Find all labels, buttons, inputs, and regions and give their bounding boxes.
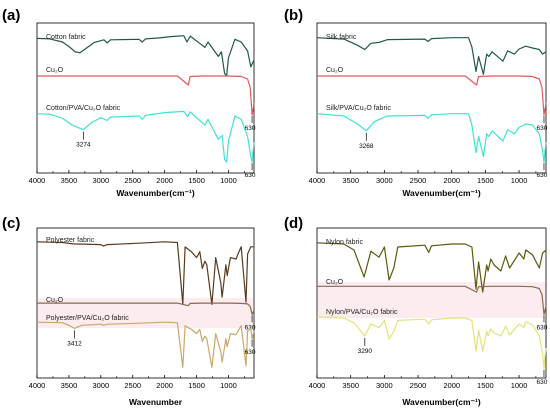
annotation-label: 630 — [537, 379, 548, 386]
series-line — [36, 110, 255, 163]
x-axis-label: Wavenumber(cm⁻¹) — [402, 188, 480, 198]
annotation-label: 3290 — [358, 348, 373, 355]
panel-label: (d) — [284, 215, 303, 232]
x-tick-label: 1500 — [188, 381, 205, 390]
panel-label: (b) — [284, 7, 303, 24]
series-line — [316, 242, 547, 293]
x-tick-label: 1000 — [511, 176, 528, 185]
x-tick-label: 3500 — [342, 176, 359, 185]
x-tick-label: 1000 — [220, 176, 237, 185]
annotation-label: 630 — [245, 125, 256, 132]
x-tick-label: 2000 — [156, 176, 173, 185]
chart-panel-b: (b) 4000 3500 3000 2500 2000 1500 1000 Wavenumbe… — [284, 7, 548, 198]
x-tick-label: 2500 — [410, 176, 427, 185]
annotation-label: 630 — [245, 172, 256, 179]
x-tick-label: 2500 — [410, 381, 427, 390]
x-tick-label: 3000 — [376, 176, 393, 185]
highlight-band — [318, 282, 545, 318]
annotation-label: 3412 — [67, 340, 82, 347]
annotation-label: 3274 — [76, 142, 91, 149]
annotation-label: 630 — [245, 324, 256, 331]
x-tick-label: 2500 — [124, 176, 141, 185]
series-line — [37, 75, 255, 116]
series-label: Cu₂O — [46, 297, 64, 304]
panel-label: (a) — [2, 7, 20, 24]
series-label: Silk fabric — [326, 34, 357, 41]
series-label: Cu₂O — [326, 67, 344, 74]
series-label: Cotton/PVA/Cu₂O fabric — [46, 105, 121, 112]
x-tick-label: 3500 — [342, 381, 359, 390]
plot-frame — [36, 22, 255, 174]
x-tick-label: 2500 — [124, 381, 141, 390]
x-tick-label: 3500 — [61, 176, 78, 185]
series-line — [37, 302, 255, 315]
plot-frame — [316, 22, 547, 174]
chart-panel-d: (d) 4000 3500 3000 2500 2000 1500 1000 Wavenumbe… — [284, 215, 548, 407]
series-label: Polyester/PVA/Cu₂O fabric — [46, 315, 129, 322]
series-label: Cu₂O — [46, 67, 64, 74]
x-tick-label: 2000 — [156, 381, 173, 390]
series-line — [36, 321, 255, 368]
series-line — [36, 35, 255, 77]
x-tick-label: 1500 — [477, 381, 494, 390]
panel-label: (c) — [2, 215, 20, 232]
x-tick-label: 4000 — [29, 176, 46, 185]
series-label: Silk/PVA/Cu₂O fabric — [326, 105, 391, 112]
series-label: Polyester fabric — [46, 237, 95, 244]
series-line — [316, 37, 547, 75]
x-tick-label: 3000 — [92, 381, 109, 390]
x-tick-label: 1500 — [188, 176, 205, 185]
x-axis-label: Wavenumber(cm⁻¹) — [402, 397, 480, 407]
annotation-label: 630 — [537, 324, 548, 331]
series-line — [316, 316, 547, 370]
x-axis-label: Wavenumber(cm⁻¹) — [116, 188, 194, 198]
series-label: Nylon fabric — [326, 239, 363, 246]
x-tick-label: 4000 — [309, 176, 326, 185]
x-tick-label: 4000 — [309, 381, 326, 390]
series-line — [317, 285, 547, 315]
series-label: Cotton fabric — [46, 34, 86, 41]
plot-frame — [316, 227, 547, 379]
annotation-label: 3268 — [359, 143, 374, 150]
x-tick-label: 1000 — [511, 381, 528, 390]
x-tick-label: 2000 — [443, 176, 460, 185]
annotation-label: 630 — [537, 172, 548, 179]
x-tick-label: 3000 — [376, 381, 393, 390]
x-tick-label: 3500 — [61, 381, 78, 390]
x-tick-label: 2000 — [443, 381, 460, 390]
series-label: Nylon/PVA/Cu₂O fabric — [326, 309, 398, 316]
series-line — [36, 241, 254, 305]
annotation-label: 630 — [245, 349, 256, 356]
x-tick-label: 4000 — [29, 381, 46, 390]
x-tick-label: 1000 — [220, 381, 237, 390]
x-tick-label: 1500 — [477, 176, 494, 185]
series-line — [316, 113, 547, 163]
x-tick-label: 3000 — [92, 176, 109, 185]
annotation-label: 630 — [537, 125, 548, 132]
series-line — [317, 75, 547, 116]
chart-panel-c: (c) 4000 3500 3000 2500 2000 1500 1000 Wavenumbe… — [2, 215, 256, 407]
chart-panel-a: (a) 4000 3500 3000 2500 2000 1500 1000 Wavenumbe… — [2, 7, 256, 198]
series-label: Cu₂O — [326, 279, 344, 286]
x-axis-label: Wavenumber — [129, 397, 183, 407]
